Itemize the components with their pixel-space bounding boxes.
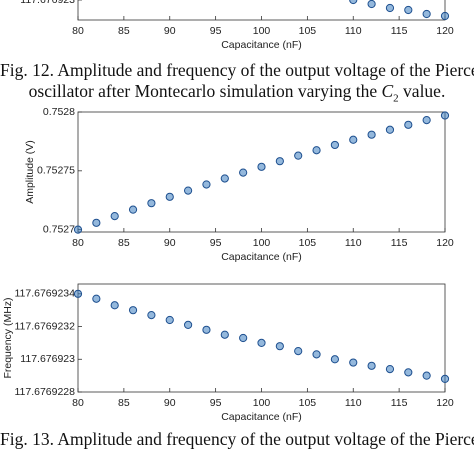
x-axis-label: Capacitance (nF) [221, 39, 302, 51]
x-tick-label: 95 [210, 237, 222, 249]
y-tick-label: 117.6769234 [14, 288, 75, 300]
caption-12-line1: Fig. 12. Amplitude and frequency of the … [0, 60, 474, 80]
data-point [257, 338, 266, 348]
x-tick-label: 100 [253, 25, 271, 37]
data-point [128, 306, 138, 315]
data-point [404, 120, 413, 129]
x-tick-label: 90 [164, 237, 176, 249]
data-point [275, 157, 284, 166]
data-point [349, 135, 358, 144]
data-point [257, 162, 266, 171]
x-tick-label: 80 [72, 397, 84, 409]
x-tick-label: 85 [118, 397, 130, 409]
y-tick-label: 0.7528 [43, 106, 75, 118]
y-tick-label: 117.6769232 [14, 320, 75, 332]
data-point [440, 11, 450, 21]
x-tick-label: 100 [253, 397, 271, 409]
x-tick-label: 105 [299, 25, 317, 37]
data-point [92, 218, 101, 227]
data-point [275, 342, 284, 351]
y-axis-label: Frequency (MHz) [2, 297, 14, 378]
x-tick-label: 120 [436, 25, 454, 37]
x-tick-label: 115 [391, 237, 408, 249]
plot-area [77, 283, 446, 393]
data-point [422, 371, 431, 380]
data-point [73, 225, 83, 234]
data-point [73, 289, 83, 298]
data-point [404, 368, 413, 377]
data-point [385, 3, 395, 13]
plot-area [77, 111, 446, 233]
y-tick-label: 117.676923 [20, 353, 75, 365]
x-tick-label: 100 [253, 237, 271, 249]
x-tick-label: 85 [118, 25, 130, 37]
x-tick-label: 115 [391, 25, 408, 37]
caption-symbol: C [381, 81, 394, 101]
data-point [92, 294, 101, 303]
data-point [184, 186, 193, 195]
data-point [367, 361, 376, 370]
caption-13-line1: Fig. 13. Amplitude and frequency of the … [0, 429, 474, 449]
x-axis-label: Capacitance (nF) [221, 411, 302, 423]
data-point [294, 346, 303, 356]
y-axis-label: Amplitude (V) [24, 140, 36, 204]
data-point [422, 116, 431, 125]
data-point [440, 111, 450, 120]
data-point [165, 192, 174, 201]
x-tick-label: 120 [436, 397, 454, 409]
caption-text: value. [398, 81, 446, 101]
caption-text: oscillator after Montecarlo simulation v… [28, 81, 382, 101]
x-tick-label: 110 [345, 237, 362, 249]
data-point [385, 125, 395, 134]
data-point [128, 205, 138, 214]
data-point [367, 130, 376, 139]
y-tick-label: 0.75275 [37, 165, 75, 177]
data-point [422, 9, 431, 19]
data-point [220, 174, 229, 183]
data-point [239, 168, 248, 177]
data-point [349, 0, 358, 5]
data-point [294, 151, 303, 160]
x-tick-label: 110 [345, 397, 362, 409]
y-tick-label: 117.676923 [20, 0, 75, 6]
x-tick-label: 95 [210, 25, 222, 37]
y-tick-label: 0.7527 [43, 223, 75, 235]
x-tick-label: 80 [72, 25, 84, 37]
data-point [147, 199, 156, 208]
data-point [202, 180, 211, 189]
x-tick-label: 80 [72, 237, 84, 249]
y-tick-label: 117.6769228 [14, 386, 75, 398]
x-tick-label: 105 [299, 237, 317, 249]
data-point [110, 212, 119, 221]
data-point [367, 0, 376, 9]
data-point [184, 320, 193, 330]
data-point [349, 358, 358, 367]
data-point [147, 310, 156, 320]
caption-12-line2: oscillator after Montecarlo simulation v… [0, 81, 474, 110]
x-tick-label: 85 [118, 237, 130, 249]
data-point [385, 364, 395, 374]
x-tick-label: 120 [436, 237, 454, 249]
data-point [440, 374, 450, 384]
data-point [330, 140, 339, 150]
x-tick-label: 105 [299, 397, 317, 409]
data-point [330, 355, 339, 364]
data-point [202, 325, 211, 334]
x-tick-label: 95 [210, 397, 222, 409]
data-point [312, 146, 321, 155]
data-point [220, 330, 229, 339]
data-point [165, 315, 174, 325]
x-axis-label: Capacitance (nF) [221, 251, 302, 263]
x-tick-label: 110 [345, 25, 362, 37]
data-point [312, 350, 321, 359]
data-point [239, 333, 248, 343]
data-point [404, 5, 413, 15]
x-tick-label: 90 [164, 397, 176, 409]
x-tick-label: 115 [391, 397, 408, 409]
caption-subscript: 2 [393, 92, 399, 105]
data-point [110, 301, 119, 310]
x-tick-label: 90 [164, 25, 176, 37]
